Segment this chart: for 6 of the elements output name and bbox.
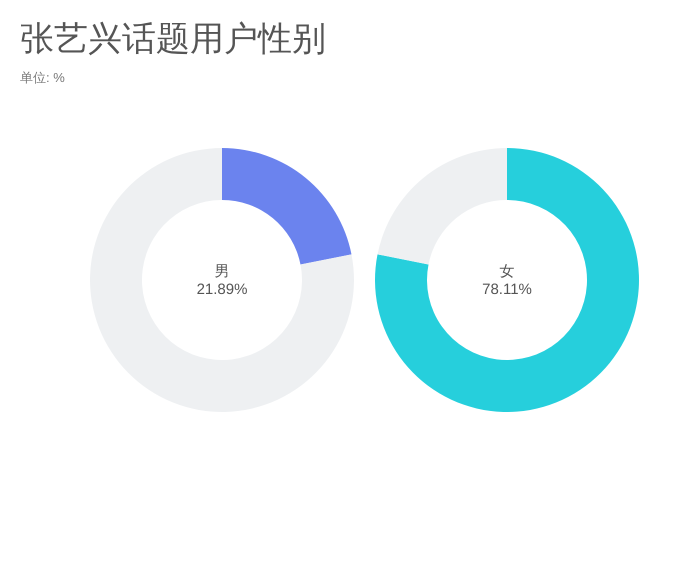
slice-label: 男 [214, 263, 230, 280]
data-label: 21.89% [196, 281, 248, 298]
chart-subtitle: 单位: % [20, 70, 66, 85]
data-label: 78.11% [482, 281, 532, 298]
chart-title: 张艺兴话题用户性别 [20, 20, 326, 58]
slice-label: 女 [500, 263, 514, 280]
